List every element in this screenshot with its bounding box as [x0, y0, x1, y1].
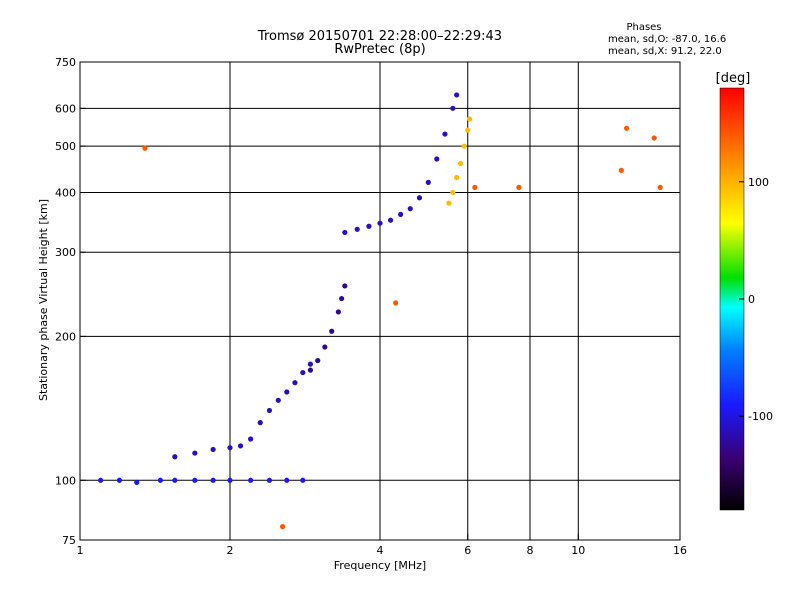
colorbar-label: [deg]	[716, 71, 751, 86]
data-point	[172, 454, 178, 460]
x-axis-label: Frequency [MHz]	[334, 559, 426, 572]
data-point	[157, 477, 164, 483]
data-point	[342, 229, 348, 236]
data-point	[425, 179, 431, 185]
data-point	[266, 477, 273, 483]
x-tick-label: 2	[227, 544, 234, 557]
data-point	[134, 479, 140, 485]
data-point	[266, 407, 273, 414]
stats-o-mode: mean, sd,O: -87.0, 16.6	[608, 34, 726, 45]
data-point	[284, 477, 290, 483]
data-point	[315, 357, 321, 364]
data-point	[454, 174, 460, 181]
axis-ticks: 1 2 4 6 8 10 16 75 100 200 300 400 500 600 750	[55, 56, 687, 557]
data-point	[618, 167, 624, 173]
y-tick-label: 500	[55, 140, 76, 153]
data-point	[466, 116, 473, 122]
data-point	[192, 477, 198, 483]
x-tick-label: 1	[77, 544, 84, 557]
colorbar-tick-label: -100	[748, 410, 773, 423]
data-point	[248, 477, 254, 483]
data-point	[172, 477, 178, 483]
chart-title: Tromsø 20150701 22:28:00–22:29:43	[257, 29, 502, 44]
data-point	[329, 328, 335, 334]
data-point	[227, 477, 233, 483]
data-point	[307, 361, 314, 367]
data-points	[98, 92, 663, 530]
stats-x-mode: mean, sd,X: 91.2, 22.0	[608, 46, 722, 57]
data-point	[307, 367, 314, 373]
data-point	[398, 211, 404, 217]
x-tick-label: 4	[377, 544, 384, 557]
y-tick-label: 300	[55, 246, 76, 259]
data-point	[407, 206, 413, 212]
data-point	[237, 443, 244, 449]
data-point	[472, 184, 478, 190]
data-point	[300, 477, 306, 483]
data-point	[227, 445, 233, 451]
data-point	[416, 195, 423, 201]
data-point	[651, 135, 657, 141]
data-point	[300, 369, 306, 376]
x-tick-label: 8	[527, 544, 534, 557]
data-point	[284, 389, 290, 395]
data-point	[248, 436, 254, 442]
data-point	[210, 477, 216, 483]
colorbar-tick-label: 0	[748, 293, 755, 306]
x-tick-label: 6	[464, 544, 471, 557]
data-point	[322, 344, 328, 350]
data-point	[446, 200, 452, 206]
data-point	[342, 283, 348, 289]
colorbar-ticks: 100 0 -100	[739, 176, 773, 423]
data-point	[461, 143, 467, 149]
data-point	[657, 184, 663, 190]
data-point	[454, 92, 460, 98]
data-point	[279, 524, 286, 530]
data-point	[339, 295, 345, 302]
data-point	[450, 105, 456, 111]
data-point	[393, 300, 399, 306]
data-point	[210, 446, 216, 453]
y-tick-label: 200	[55, 330, 76, 343]
y-axis-label: Stationary phase Virtual Height [km]	[37, 199, 50, 401]
y-tick-label: 400	[55, 186, 76, 199]
grid-lines	[80, 62, 680, 540]
data-point	[450, 189, 456, 196]
data-point	[457, 160, 464, 167]
data-point	[387, 217, 394, 223]
data-point	[116, 477, 123, 483]
data-point	[98, 477, 104, 483]
data-point	[623, 125, 630, 131]
data-point	[142, 145, 148, 151]
y-tick-label: 100	[55, 474, 76, 487]
data-point	[257, 420, 263, 426]
x-tick-label: 10	[571, 544, 585, 557]
data-point	[354, 226, 360, 232]
stats-heading: Phases	[626, 22, 661, 33]
chart-subtitle: RwPretec (8p)	[334, 42, 425, 57]
colorbar-tick-label: 100	[748, 176, 769, 189]
y-tick-label: 75	[62, 534, 76, 547]
data-point	[434, 156, 440, 162]
data-point	[442, 131, 448, 137]
data-point	[516, 184, 522, 190]
data-point	[192, 450, 198, 456]
data-point	[366, 223, 372, 229]
x-tick-label: 16	[673, 544, 687, 557]
data-point	[465, 127, 471, 133]
data-point	[377, 220, 383, 226]
y-tick-label: 750	[55, 56, 76, 69]
data-point	[275, 397, 281, 403]
data-point	[292, 380, 298, 386]
data-point	[335, 309, 341, 315]
y-tick-label: 600	[55, 102, 76, 115]
